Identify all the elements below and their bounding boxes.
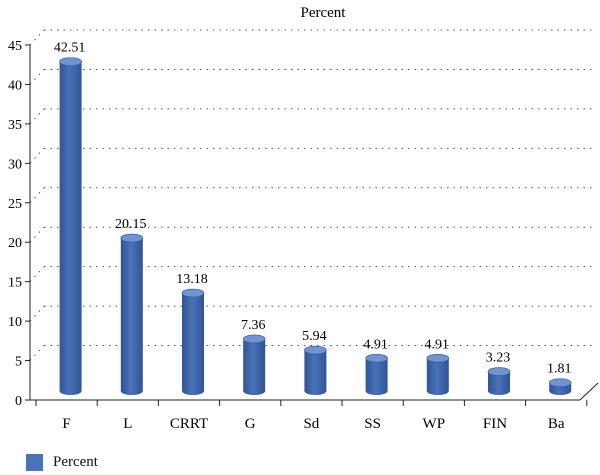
bar [304,345,327,395]
chart-title: Percent [301,5,347,21]
y-tick-label: 25 [8,197,22,212]
x-category-label: FIN [483,416,507,432]
y-tick-label: 35 [8,118,22,133]
x-category-label: L [123,416,132,432]
x-category-label: Ba [548,416,565,432]
legend-swatch [26,453,43,471]
y-tick-label: 15 [8,276,22,291]
data-label: 4.91 [425,337,450,352]
data-label: 4.91 [363,337,388,352]
gridline-diagonal [29,69,45,85]
bar [181,288,205,395]
gridline-diagonal [29,147,45,164]
x-axis-labels: F L CRRT G Sd SS WP FIN Ba [62,416,564,432]
y-tick-label: 30 [8,157,22,172]
data-label: 13.18 [176,272,208,287]
y-tick-label: 40 [8,78,22,93]
bar-chart: Percent 0 5 10 15 20 25 30 35 40 45 42.51 20.15 13.… [8,5,599,432]
legend: Percent [26,452,98,472]
gridline-diagonal [29,266,45,283]
x-category-label: CRRT [170,416,208,432]
x-category-label: F [62,416,70,432]
axes [29,45,599,406]
data-label: 3.23 [486,351,511,366]
data-label: 42.51 [54,41,86,56]
y-tick-label: 0 [15,394,22,409]
gridlines [29,29,595,361]
y-tick-label: 10 [8,315,22,330]
bar [365,353,388,395]
y-tick-label: 5 [15,355,22,370]
bar [59,57,82,395]
gridline-diagonal [29,108,45,125]
data-label: 5.94 [302,329,327,344]
gridline-diagonal [29,305,45,322]
bar [242,334,266,395]
bar [487,367,511,395]
bars: 42.51 20.15 13.18 7.36 5.94 4.91 4.91 3.23 1.81 [54,41,572,395]
y-tick-label: 45 [8,39,22,54]
x-category-label: G [245,416,256,432]
legend-label: Percent [53,453,98,470]
bar [426,353,450,395]
bar [120,233,144,395]
data-label: 20.15 [115,217,147,232]
gridline-diagonal [29,187,45,204]
gridline-diagonal [29,29,45,46]
y-tick-label: 20 [8,236,22,251]
bar [548,378,572,395]
gridline-diagonal [29,226,45,243]
data-label: 1.81 [547,362,572,377]
x-category-label: SS [364,416,381,432]
y-axis-ticks: 0 5 10 15 20 25 30 35 40 45 [8,39,30,409]
data-label: 7.36 [241,318,266,333]
gridline-diagonal [29,345,45,361]
x-category-label: Sd [303,416,319,432]
x-category-label: WP [423,416,446,432]
floor-edge [579,382,599,401]
